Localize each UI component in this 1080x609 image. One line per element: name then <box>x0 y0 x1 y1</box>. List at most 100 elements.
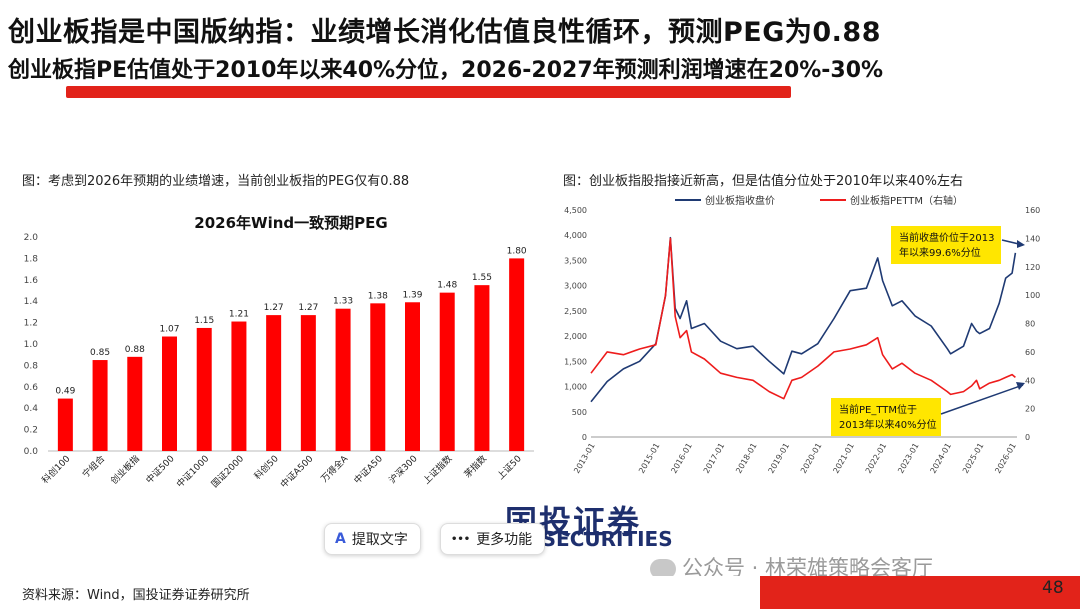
wechat-icon <box>650 559 676 579</box>
pe-annotation-text: 2013年以来40%分位 <box>839 418 937 431</box>
bar <box>335 308 351 451</box>
chart-title: 2026年Wind一致预期PEG <box>194 214 387 232</box>
x-tick-label: 中证A500 <box>278 452 316 490</box>
y-tick-label: 1.2 <box>24 319 38 329</box>
y-right-tick-label: 160 <box>1025 206 1040 215</box>
extract-text-button[interactable]: A 提取文字 <box>324 523 421 555</box>
y-tick-label: 0.8 <box>24 361 39 371</box>
bar-value-label: 1.15 <box>194 316 214 326</box>
pe-arrow-head <box>1016 382 1025 390</box>
left-chart-caption: 图：考虑到2026年预期的业绩增速，当前创业板指的PEG仅有0.88 <box>22 174 410 189</box>
y-left-tick-label: 2,000 <box>564 332 587 341</box>
legend-label: 创业板指PETTM（右轴） <box>850 194 963 207</box>
brand-logo-en: C SECURITIES <box>520 527 673 551</box>
pe-annotation-box <box>831 398 941 436</box>
bar-value-label: 1.39 <box>402 290 422 300</box>
bar-value-label: 1.80 <box>507 246 527 256</box>
x-tick-label: 2022-01 <box>864 442 889 475</box>
index-pe-line-chart: 0 500 1,000 1,500 2,000 2,500 3,000 3,500 4,000 4… <box>564 194 1040 475</box>
x-tick-label: 2017-01 <box>702 442 727 475</box>
y-right-tick-label: 100 <box>1025 291 1040 300</box>
y-tick-label: 1.8 <box>24 254 39 264</box>
x-tick-label: 科创100 <box>39 452 73 486</box>
page-number: 48 <box>1042 578 1064 598</box>
x-tick-label: 2015-01 <box>637 442 662 475</box>
peg-bar-chart: 2026年Wind一致预期PEG 0.0 0.2 0.4 0.6 0.8 1.0 1.2 1.4… <box>24 214 534 490</box>
y-right-tick-label: 140 <box>1025 234 1040 243</box>
y-right-tick-label: 60 <box>1025 348 1035 357</box>
y-left-tick-label: 4,000 <box>564 231 587 240</box>
y-right-tick-label: 0 <box>1025 433 1030 442</box>
pe-annotation-arrow <box>940 384 1024 415</box>
legend-label: 创业板指收盘价 <box>705 194 775 207</box>
y-tick-label: 2.0 <box>24 233 39 243</box>
more-dots-icon: ••• <box>451 533 471 545</box>
bar-value-label: 1.27 <box>298 303 318 313</box>
bar <box>509 258 525 451</box>
bar-value-label: 1.21 <box>229 310 249 320</box>
x-tick-label: 2013-01 <box>572 442 597 475</box>
x-tick-label: 国证2000 <box>209 453 246 490</box>
bar-value-label: 1.55 <box>472 273 492 283</box>
bar-value-label: 1.33 <box>333 297 353 307</box>
bar <box>405 302 420 451</box>
y-tick-label: 0.6 <box>24 383 39 393</box>
bar-value-label: 1.27 <box>264 303 284 313</box>
y-left-tick-label: 1,000 <box>564 383 587 392</box>
y-right-tick-label: 20 <box>1025 405 1035 414</box>
bar <box>127 356 143 451</box>
y-right-tick-label: 80 <box>1025 320 1035 329</box>
x-tick-label: 上证50 <box>495 453 524 482</box>
y-tick-label: 1.6 <box>24 276 39 286</box>
bar-value-label: 0.49 <box>55 387 75 397</box>
x-tick-label: 中证500 <box>143 452 177 486</box>
extract-text-label: 提取文字 <box>351 532 408 548</box>
x-tick-label: 中证A50 <box>351 452 385 486</box>
x-tick-label: 宁组合 <box>80 453 108 481</box>
price-arrow-head <box>1017 240 1025 248</box>
bar <box>162 336 177 451</box>
price-annotation-text: 年以来99.6%分位 <box>899 246 981 259</box>
page-subtitle: 创业板指PE估值处于2010年以来40%分位，2026-2027年预测利润增速在… <box>8 58 884 83</box>
title-underline <box>66 86 791 98</box>
more-functions-button[interactable]: ••• 更多功能 <box>440 523 546 555</box>
x-tick-label: 创业板指 <box>108 453 142 487</box>
more-functions-label: 更多功能 <box>476 532 533 548</box>
y-tick-label: 1.4 <box>24 297 39 307</box>
bar <box>370 303 386 451</box>
x-tick-label: 上证指数 <box>420 453 454 487</box>
x-tick-label: 2020-01 <box>799 442 824 475</box>
y-left-tick-label: 500 <box>572 408 587 417</box>
bar <box>300 315 316 451</box>
x-tick-label: 中证1000 <box>174 452 212 490</box>
series-line <box>590 237 1016 400</box>
price-annotation-box <box>891 226 1001 264</box>
x-tick-label: 2021-01 <box>831 442 856 475</box>
y-left-tick-label: 3,000 <box>564 282 587 291</box>
bar-value-label: 0.88 <box>125 345 145 355</box>
y-left-tick-label: 1,500 <box>564 357 587 366</box>
text-scan-icon: A <box>335 531 346 547</box>
y-tick-label: 0.4 <box>24 404 39 414</box>
y-left-tick-label: 0 <box>582 433 587 442</box>
bar-value-label: 1.38 <box>368 291 388 301</box>
right-chart-caption: 图：创业板指股指接近新高，但是估值分位处于2010年以来40%左右 <box>563 174 963 189</box>
y-left-tick-label: 2,500 <box>564 307 587 316</box>
y-right-tick-label: 40 <box>1025 376 1035 385</box>
x-tick-label: 2019-01 <box>767 442 792 475</box>
y-right-tick-label: 120 <box>1025 263 1040 272</box>
price-annotation-text: 当前收盘价位于2013 <box>899 231 994 244</box>
bar-value-label: 1.07 <box>159 325 179 335</box>
y-tick-label: 0.2 <box>24 426 38 436</box>
x-tick-label: 2023-01 <box>896 442 921 475</box>
bar-value-label: 1.48 <box>437 281 457 291</box>
bar-value-label: 0.85 <box>90 348 110 358</box>
x-tick-label: 2026-01 <box>993 442 1018 475</box>
x-tick-label: 2018-01 <box>734 442 759 475</box>
bar <box>92 360 108 451</box>
y-tick-label: 0.0 <box>24 447 39 457</box>
footer-panel <box>0 576 760 609</box>
bar <box>474 285 490 451</box>
y-tick-label: 1.0 <box>24 340 39 350</box>
x-tick-label: 茅指数 <box>461 453 489 481</box>
